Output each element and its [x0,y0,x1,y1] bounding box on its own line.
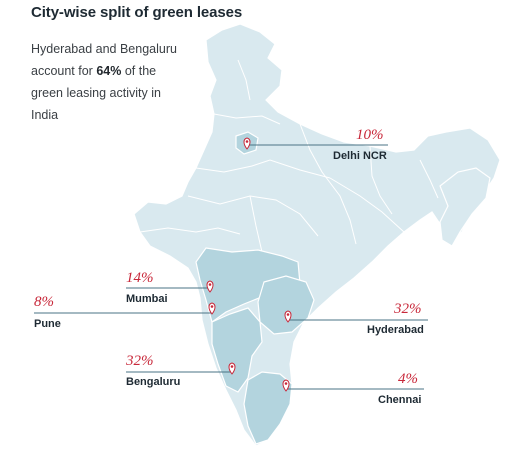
chennai-label: Chennai [378,394,422,406]
delhi-ncr-label: Delhi NCR [333,150,387,162]
karnataka-region [211,307,263,393]
summary-text-start: Hyderabad and Bengaluru account for [31,42,177,78]
page-title: City-wise split of green leases [31,4,243,21]
northeast-region [439,167,491,247]
summary-text-end: of the green leasing activity in India [31,64,161,122]
telangana-region [257,275,315,335]
pin-icon [243,137,251,150]
mumbai-share: 14% [126,270,154,286]
summary-text: Hyderabad and Bengaluru account for 64% … [31,38,181,126]
pune-label: Pune [34,318,61,330]
bengaluru-label: Bengaluru [126,376,181,388]
pin-icon [282,379,290,392]
hyderabad-label: Hyderabad [367,324,424,336]
tamil-nadu-region [243,371,293,445]
hyderabad-share: 32% [394,301,422,317]
state-borders [139,59,439,253]
pin-icon [228,362,236,375]
pin-icon [206,280,214,293]
pin-icon [284,310,292,323]
city-pins [206,137,292,392]
pin-icon [208,302,216,315]
mumbai-label: Mumbai [126,293,168,305]
bengaluru-share: 32% [126,353,154,369]
chennai-share: 4% [398,371,418,387]
pune-share: 8% [34,294,54,310]
delhi-ncr-share: 10% [356,127,384,143]
summary-highlight: 64% [96,64,122,78]
